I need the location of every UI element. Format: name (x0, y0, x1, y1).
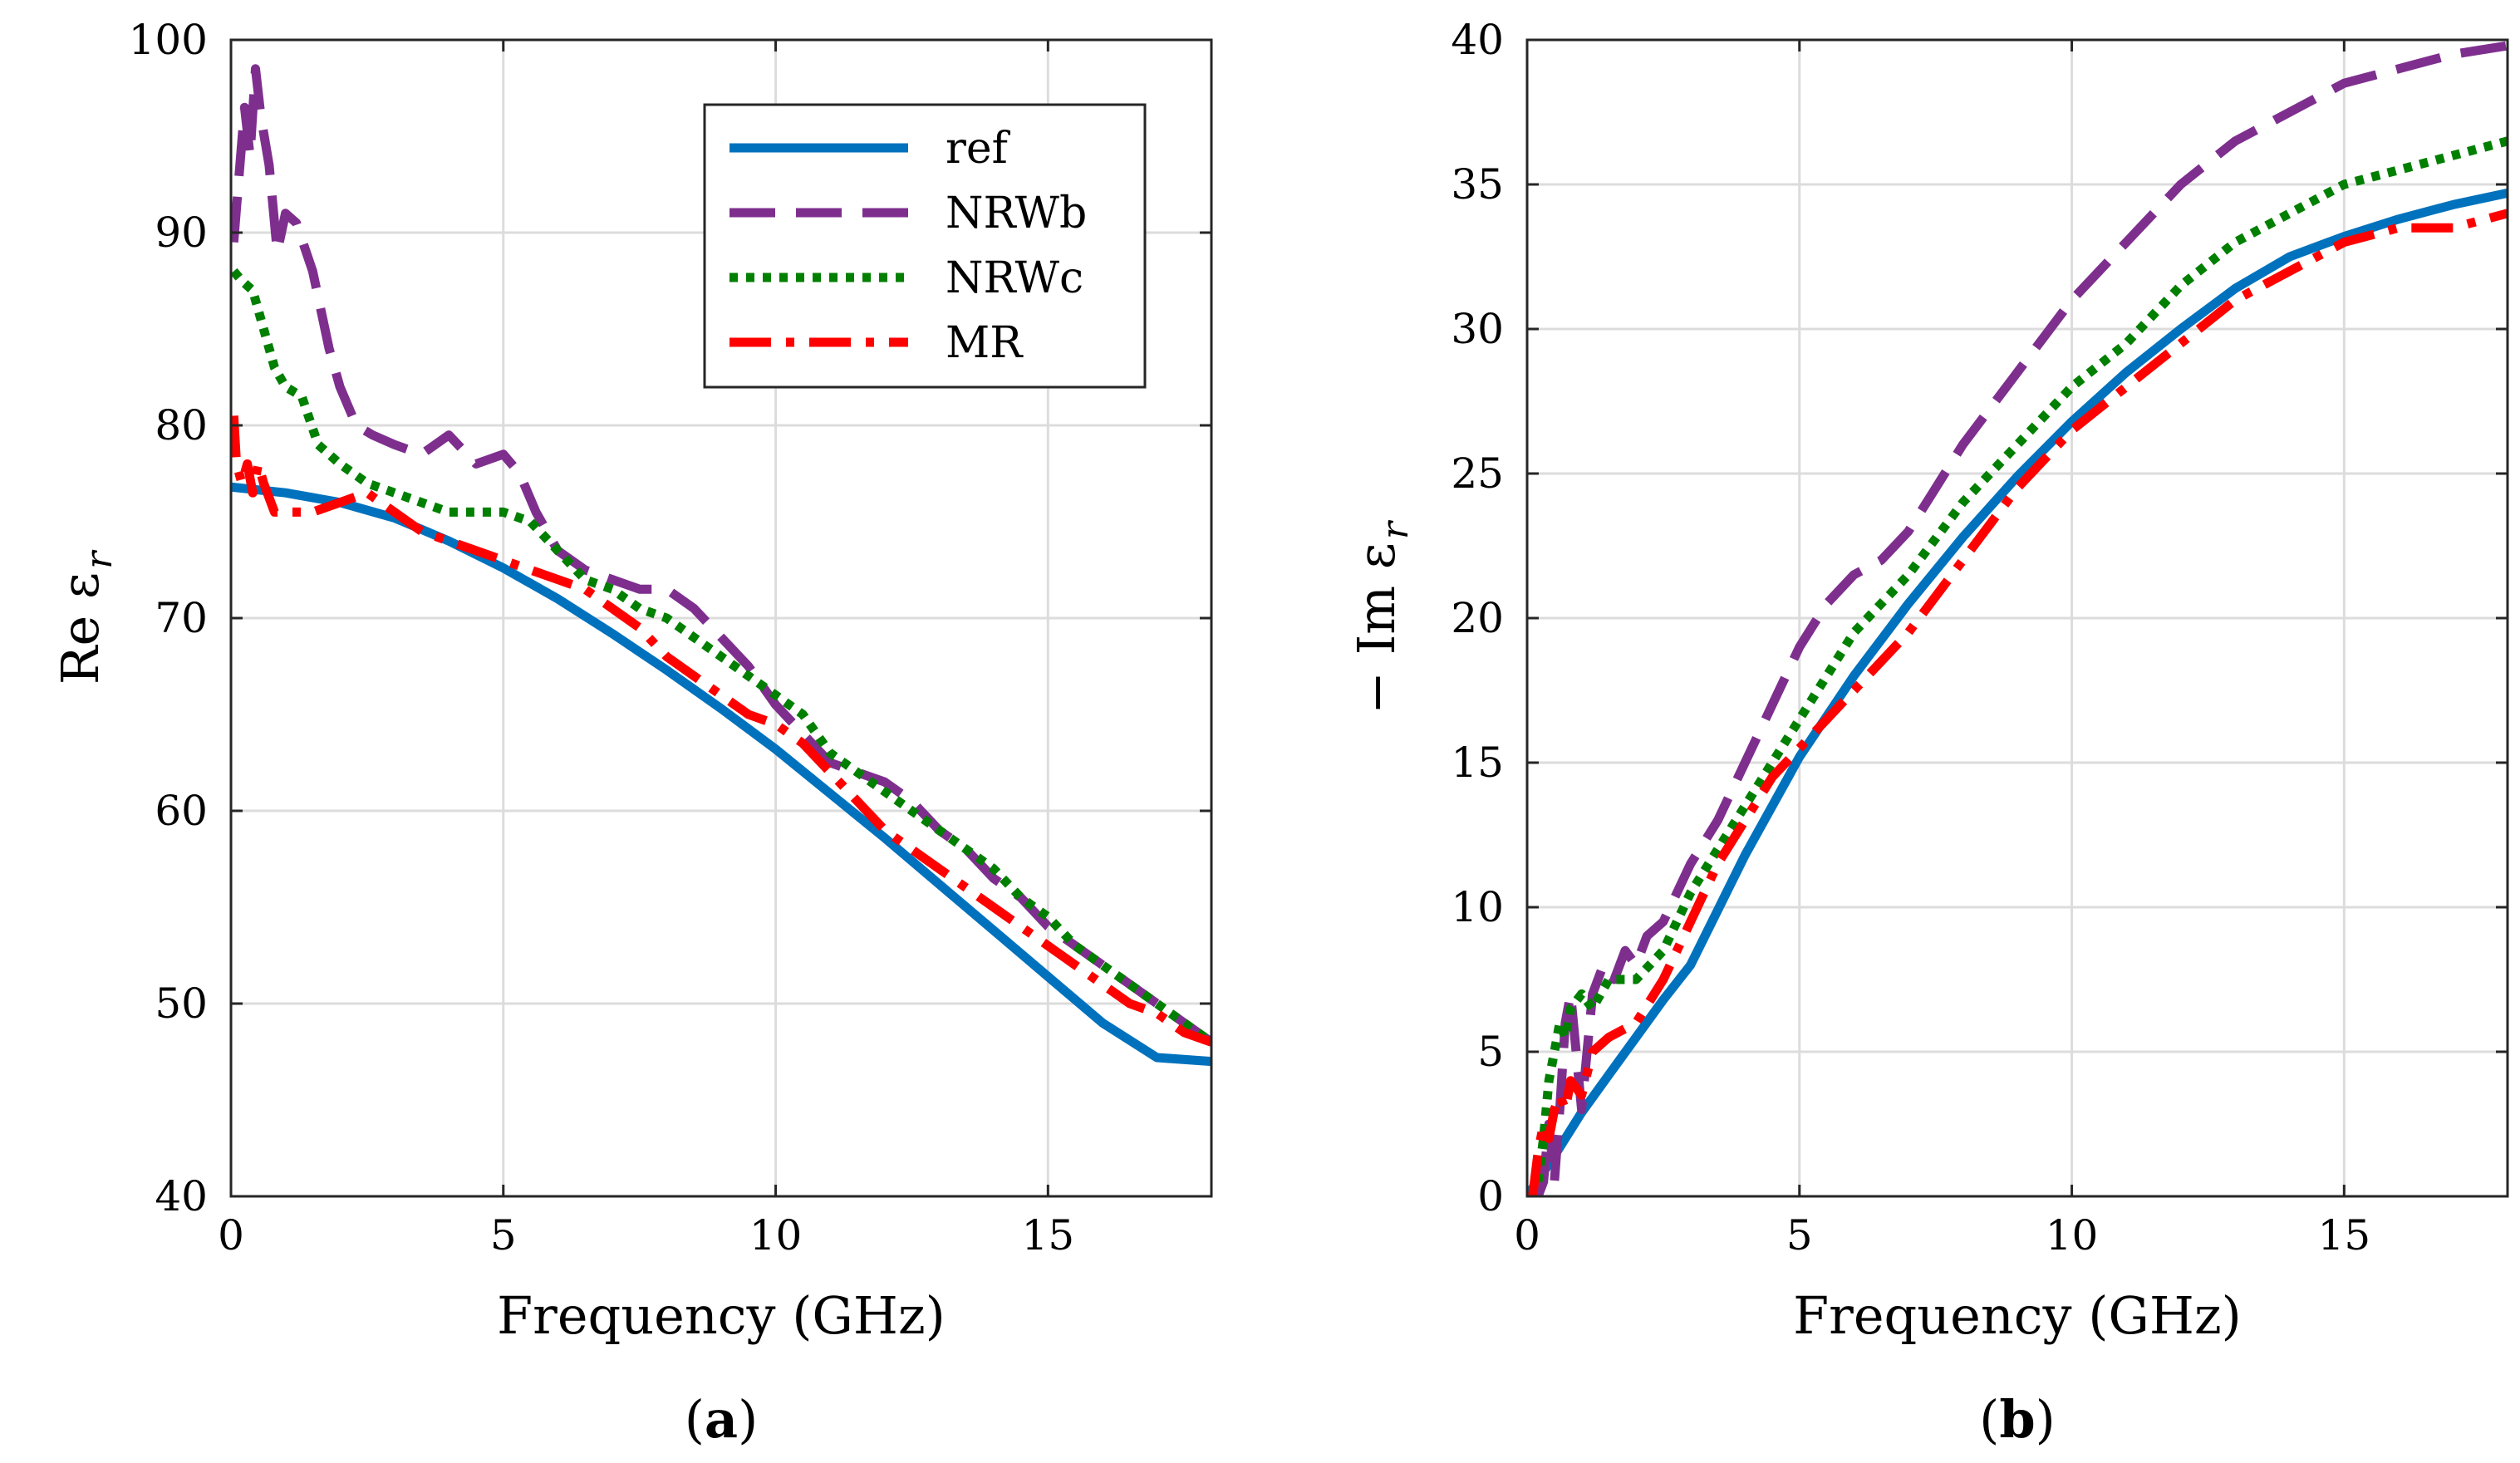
y-tick-label: 35 (1451, 160, 1504, 209)
y-tick-label: 90 (155, 209, 208, 257)
legend-label-mr: MR (946, 318, 1024, 368)
y-tick-label: 30 (1451, 305, 1504, 353)
legend-label-ref: ref (946, 124, 1011, 174)
series-line-nrwc (1533, 136, 2508, 1183)
series-line-nrwc (231, 268, 1211, 1046)
series-line-ref (231, 482, 1211, 1067)
x-tick-label: 0 (1514, 1211, 1540, 1259)
series-line-mr (1528, 209, 2508, 1196)
y-tick-label: 10 (1451, 883, 1504, 931)
y-tick-label: 15 (1451, 739, 1504, 787)
y-tick-label: 50 (155, 979, 208, 1028)
y-axis-label: Re εr (50, 549, 120, 685)
series-line-ref (1527, 189, 2508, 1196)
x-tick-label: 10 (2046, 1211, 2099, 1259)
x-tick-label: 5 (490, 1211, 517, 1259)
series-line-mr (231, 415, 1211, 1047)
y-tick-label: 40 (155, 1172, 208, 1220)
panel-label: (a) (685, 1389, 759, 1450)
x-tick-label: 5 (1786, 1211, 1813, 1259)
y-tick-label: 100 (129, 16, 208, 64)
panel-label: (b) (1979, 1389, 2056, 1450)
legend-label-nrwc: NRWc (946, 253, 1083, 303)
x-tick-label: 15 (1022, 1211, 1075, 1259)
x-tick-label: 0 (218, 1211, 244, 1259)
y-tick-label: 40 (1451, 16, 1504, 64)
panel-a: 0 5 10 15 40 50 60 70 80 90 100 Frequency (GHz) Re ε… (50, 16, 1213, 1450)
series-line-nrwb (1533, 41, 2508, 1196)
y-tick-label: 5 (1477, 1028, 1504, 1076)
y-tick-label: 25 (1451, 449, 1504, 498)
series-line-nrwb (231, 64, 1211, 1046)
panel-b: 0 5 10 15 0 5 10 15 20 25 30 35 40 Frequency (GHz) − I… (1346, 16, 2509, 1450)
x-tick-label: 15 (2318, 1211, 2371, 1259)
legend-label-nrwb: NRWb (946, 189, 1087, 238)
y-tick-label: 0 (1477, 1172, 1504, 1220)
y-tick-label: 70 (155, 594, 208, 642)
y-tick-label: 60 (155, 787, 208, 835)
y-axis-label: − Im εr (1346, 519, 1417, 714)
x-tick-label: 10 (749, 1211, 803, 1259)
legend: ref NRWb NRWc MR (703, 103, 1147, 389)
y-tick-label: 20 (1451, 594, 1504, 642)
x-axis-label: Frequency (GHz) (497, 1285, 946, 1346)
x-axis-label: Frequency (GHz) (1793, 1285, 2242, 1346)
y-tick-label: 80 (155, 401, 208, 449)
